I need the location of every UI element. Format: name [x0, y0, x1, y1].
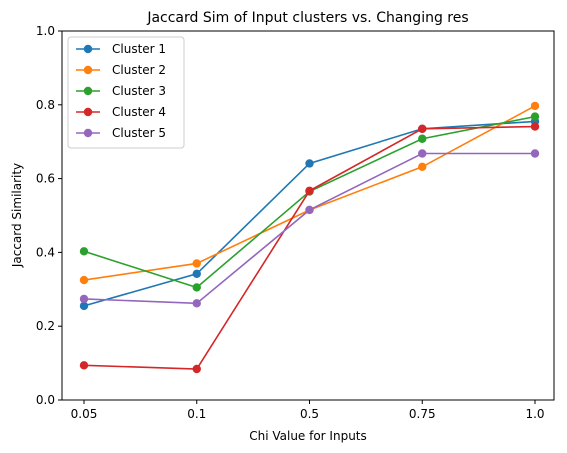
- legend-entry: Cluster 2: [76, 63, 166, 77]
- data-point: [418, 149, 427, 158]
- y-tick-label: 0.6: [36, 172, 55, 186]
- data-point: [305, 159, 314, 168]
- x-tick-label: 0.1: [187, 407, 206, 421]
- y-tick-label: 0.0: [36, 393, 55, 407]
- legend-label: Cluster 2: [112, 63, 166, 77]
- y-tick-label: 0.2: [36, 319, 55, 333]
- legend-label: Cluster 1: [112, 42, 166, 56]
- data-point: [79, 294, 89, 304]
- x-tick-label: 0.05: [71, 407, 98, 421]
- data-point: [192, 269, 201, 279]
- legend-label: Cluster 5: [112, 126, 166, 140]
- data-point: [530, 101, 540, 111]
- data-point: [418, 134, 427, 143]
- data-point: [192, 299, 201, 308]
- y-tick-label: 0.8: [36, 98, 55, 112]
- axes-frame: [61, 30, 555, 401]
- legend-marker: [83, 86, 93, 96]
- data-point: [530, 112, 540, 121]
- x-tick-label: 0.5: [300, 407, 319, 421]
- data-point: [79, 361, 89, 370]
- legend-marker: [83, 65, 93, 75]
- legend-marker: [83, 107, 93, 117]
- data-point: [418, 162, 427, 171]
- data-point: [79, 247, 89, 256]
- y-tick-label: 0.4: [36, 245, 55, 259]
- data-point: [79, 301, 89, 311]
- x-tick-label: 1.0: [525, 407, 544, 421]
- legend-entry: Cluster 4: [76, 105, 166, 119]
- legend-label: Cluster 3: [112, 84, 166, 98]
- series-5: [79, 149, 540, 308]
- legend-entry: Cluster 1: [76, 42, 166, 56]
- legend: Cluster 1 Cluster 2 Cluster 3 Cluster 4 Clus…: [67, 36, 185, 149]
- data-point: [192, 259, 201, 268]
- series-line: [83, 152, 535, 305]
- x-axis-label: Chi Value for Inputs: [249, 429, 367, 443]
- legend-entry: Cluster 3: [76, 84, 166, 98]
- legend-entry: Cluster 5: [76, 126, 166, 140]
- y-tick-label: 1.0: [36, 24, 55, 38]
- legend-label: Cluster 4: [112, 105, 166, 119]
- legend-marker: [83, 128, 93, 138]
- data-point: [305, 205, 314, 215]
- data-point: [79, 275, 89, 285]
- chart-title: Jaccard Sim of Input clusters vs. Changi…: [146, 10, 468, 26]
- data-point: [530, 122, 540, 131]
- x-tick-label: 0.75: [409, 407, 436, 421]
- legend-box: [67, 36, 185, 149]
- y-axis-label: Jaccard Similarity: [10, 163, 24, 268]
- data-point: [305, 186, 314, 195]
- plot-area: 0.0 0.2 0.4 0.6 0.8 1.0 0.05 0.1 0.5 0.75 1.0: [36, 24, 555, 421]
- data-point: [192, 283, 201, 292]
- data-point: [530, 149, 540, 158]
- legend-marker: [83, 44, 93, 54]
- data-point: [192, 364, 201, 374]
- data-point: [418, 124, 427, 133]
- series-4: [79, 122, 540, 374]
